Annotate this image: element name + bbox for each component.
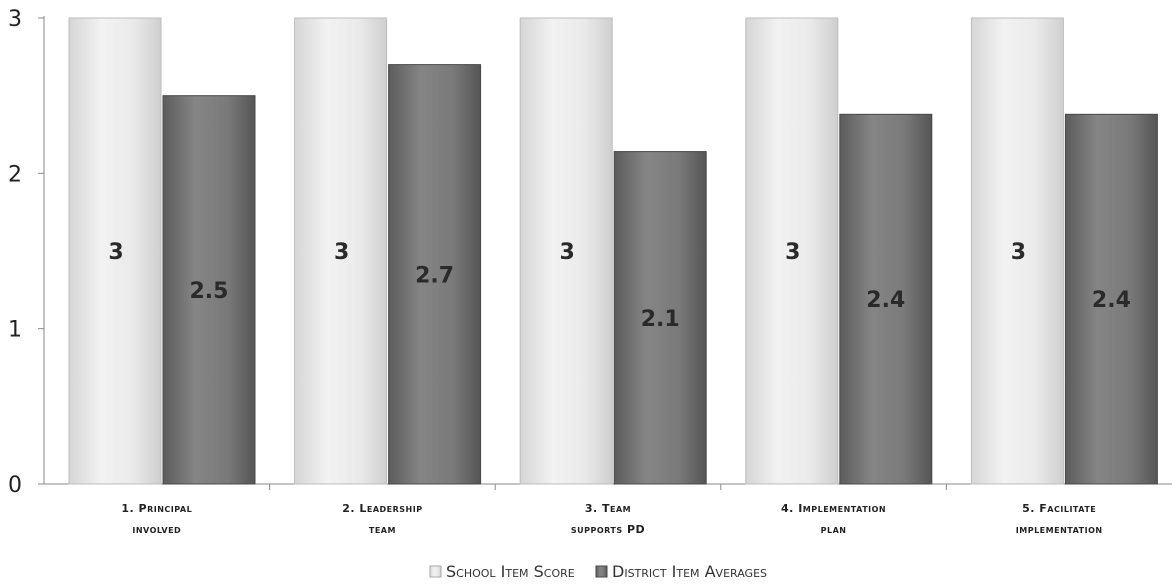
y-tick-label: 3 <box>8 7 22 32</box>
labels-layer: 3 2.5 3 2.7 3 2.1 3 2.4 3 2.4 <box>108 240 1131 332</box>
bar-school-item-score <box>68 17 162 485</box>
bar-school-item-score <box>745 17 839 485</box>
axis-layer: 0 1 2 3 1. Principal involved 2. Leadership tea… <box>8 7 1172 536</box>
x-category-label: 2. Leadership <box>342 502 422 515</box>
legend-label: District Item Averages <box>612 562 767 581</box>
x-category-label: 5. Facilitate <box>1022 502 1096 515</box>
x-category-label: plan <box>821 523 847 536</box>
data-label: 2.4 <box>866 288 905 313</box>
data-label: 3 <box>334 240 349 265</box>
bar-school-item-score <box>970 17 1064 485</box>
x-category-label: implementation <box>1016 523 1103 536</box>
bar-district-item-averages <box>613 151 707 485</box>
y-tick-label: 1 <box>8 318 22 343</box>
x-category-label: 3. Team <box>585 502 631 515</box>
legend-label: School Item Score <box>446 562 575 581</box>
data-label: 2.4 <box>1092 288 1131 313</box>
bar-school-item-score <box>519 17 613 485</box>
data-label: 3 <box>108 240 123 265</box>
y-tick-label: 2 <box>8 162 22 187</box>
x-category-label: team <box>369 523 396 536</box>
x-category-label: involved <box>132 523 181 536</box>
data-label: 2.1 <box>641 307 680 332</box>
bar-district-item-averages <box>1064 113 1158 485</box>
data-label: 2.7 <box>415 263 454 288</box>
x-category-label: supports PD <box>571 523 645 536</box>
bar-district-item-averages <box>839 113 933 485</box>
bar-district-item-averages <box>162 95 256 485</box>
legend: School Item Score District Item Averages <box>429 562 767 581</box>
data-label: 3 <box>785 240 800 265</box>
bar-school-item-score <box>294 17 388 485</box>
x-category-label: 4. Implementation <box>781 502 886 515</box>
y-tick-label: 0 <box>8 473 22 498</box>
bar-district-item-averages <box>388 64 482 485</box>
data-label: 3 <box>560 240 575 265</box>
bars-layer <box>68 17 1158 485</box>
legend-swatch <box>429 565 442 578</box>
x-category-label: 1. Principal <box>121 502 192 515</box>
data-label: 3 <box>1011 240 1026 265</box>
data-label: 2.5 <box>190 279 229 304</box>
legend-swatch <box>595 565 608 578</box>
